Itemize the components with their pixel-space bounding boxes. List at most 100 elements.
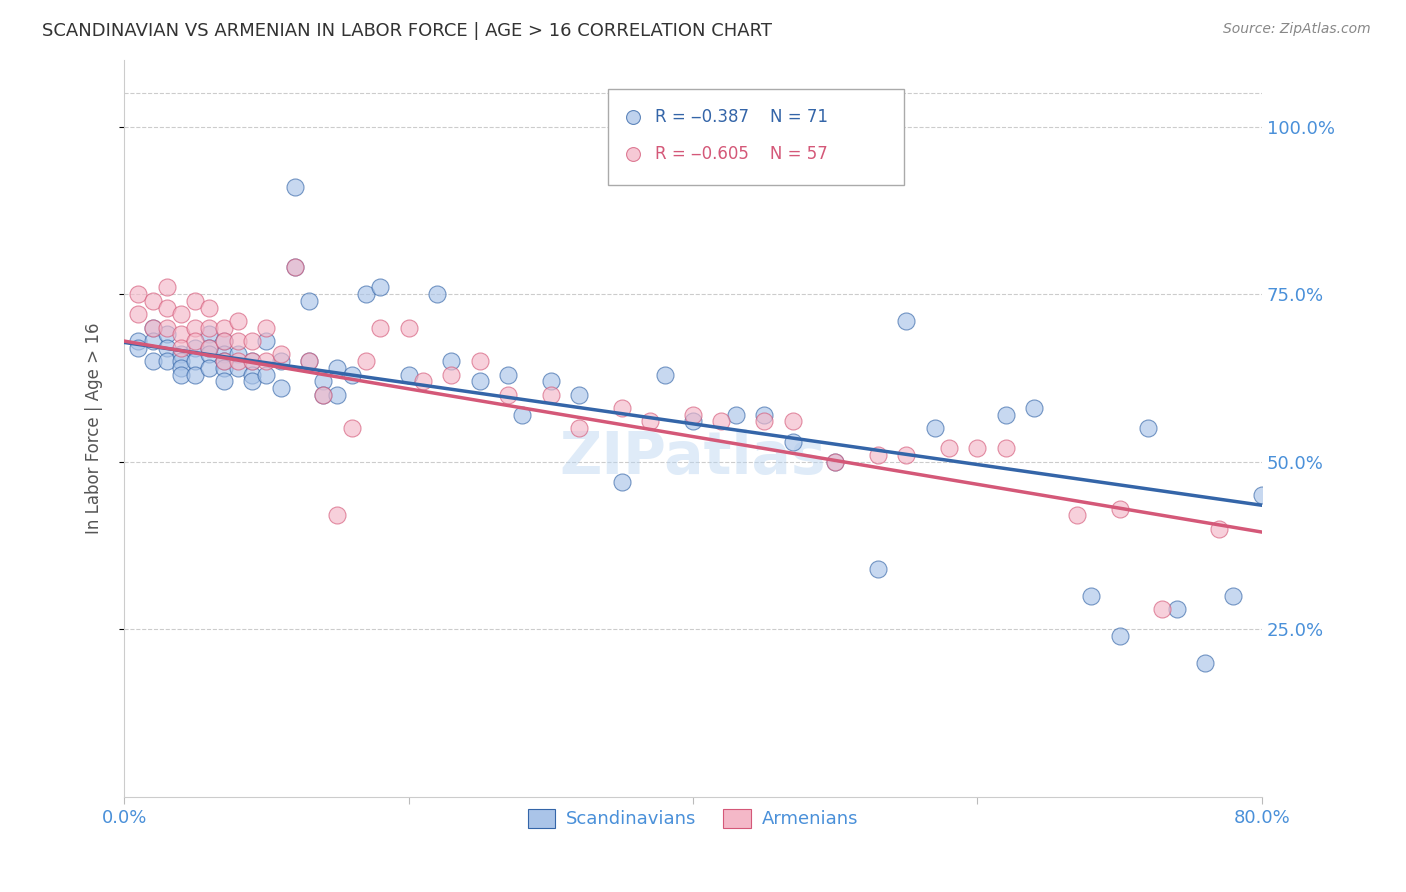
Point bbox=[354, 287, 377, 301]
Point bbox=[198, 341, 221, 355]
Point bbox=[284, 260, 307, 275]
Point bbox=[184, 293, 207, 308]
Point bbox=[398, 320, 420, 334]
Point bbox=[156, 341, 179, 355]
Point bbox=[212, 374, 235, 388]
Point bbox=[368, 280, 391, 294]
Point bbox=[1152, 602, 1174, 616]
Text: Source: ZipAtlas.com: Source: ZipAtlas.com bbox=[1223, 22, 1371, 37]
Point bbox=[938, 442, 960, 456]
Point bbox=[170, 360, 193, 375]
Point bbox=[312, 387, 335, 401]
Point bbox=[127, 287, 149, 301]
Point bbox=[184, 320, 207, 334]
Point bbox=[254, 320, 277, 334]
Point bbox=[468, 354, 491, 368]
Point bbox=[782, 434, 804, 449]
Point bbox=[127, 341, 149, 355]
Legend: Scandinavians, Armenians: Scandinavians, Armenians bbox=[520, 802, 865, 836]
Point bbox=[156, 280, 179, 294]
Point bbox=[724, 408, 747, 422]
Point bbox=[682, 408, 704, 422]
Point bbox=[340, 368, 363, 382]
Point bbox=[170, 341, 193, 355]
Point bbox=[198, 341, 221, 355]
Point bbox=[212, 334, 235, 348]
Point bbox=[198, 327, 221, 342]
Point bbox=[994, 408, 1017, 422]
Point bbox=[212, 347, 235, 361]
Point bbox=[866, 448, 889, 462]
Point bbox=[748, 172, 770, 186]
Point bbox=[142, 293, 165, 308]
Point bbox=[212, 360, 235, 375]
Point bbox=[610, 475, 633, 489]
Point bbox=[240, 354, 263, 368]
Point bbox=[426, 287, 449, 301]
Point bbox=[212, 334, 235, 348]
Point bbox=[326, 508, 349, 523]
Point bbox=[240, 334, 263, 348]
Point bbox=[1166, 602, 1188, 616]
Text: R = ‒0.387    N = 71: R = ‒0.387 N = 71 bbox=[655, 108, 828, 126]
Point bbox=[782, 415, 804, 429]
Point bbox=[156, 301, 179, 315]
Point bbox=[226, 314, 249, 328]
Point bbox=[1137, 421, 1160, 435]
Point bbox=[710, 415, 733, 429]
Point bbox=[298, 354, 321, 368]
Point bbox=[156, 327, 179, 342]
Point bbox=[752, 415, 775, 429]
Point bbox=[1024, 401, 1046, 415]
Point bbox=[270, 354, 292, 368]
Point bbox=[966, 442, 988, 456]
Point bbox=[156, 320, 179, 334]
Point bbox=[212, 354, 235, 368]
Point bbox=[240, 354, 263, 368]
Point bbox=[226, 347, 249, 361]
Point bbox=[198, 320, 221, 334]
Point bbox=[1066, 508, 1088, 523]
Point bbox=[994, 442, 1017, 456]
Point bbox=[866, 562, 889, 576]
Point bbox=[184, 341, 207, 355]
Point bbox=[654, 368, 676, 382]
Point bbox=[240, 374, 263, 388]
Point bbox=[226, 360, 249, 375]
Point bbox=[1251, 488, 1274, 502]
Point bbox=[748, 205, 770, 219]
Point bbox=[212, 320, 235, 334]
Point bbox=[298, 354, 321, 368]
Point bbox=[170, 327, 193, 342]
Point bbox=[170, 368, 193, 382]
Point bbox=[398, 368, 420, 382]
Point bbox=[1108, 501, 1130, 516]
Point bbox=[512, 408, 534, 422]
Text: SCANDINAVIAN VS ARMENIAN IN LABOR FORCE | AGE > 16 CORRELATION CHART: SCANDINAVIAN VS ARMENIAN IN LABOR FORCE … bbox=[42, 22, 772, 40]
Point bbox=[540, 387, 562, 401]
Point bbox=[270, 381, 292, 395]
Point bbox=[1208, 522, 1230, 536]
Point bbox=[142, 320, 165, 334]
Point bbox=[170, 307, 193, 321]
Point bbox=[284, 180, 307, 194]
Point bbox=[254, 368, 277, 382]
Point bbox=[142, 320, 165, 334]
Point bbox=[184, 334, 207, 348]
Point bbox=[270, 347, 292, 361]
Point bbox=[127, 307, 149, 321]
Point bbox=[568, 387, 591, 401]
Point bbox=[226, 334, 249, 348]
Point bbox=[1194, 656, 1216, 670]
Point bbox=[1222, 589, 1244, 603]
Point bbox=[212, 354, 235, 368]
Point bbox=[682, 415, 704, 429]
Point bbox=[1080, 589, 1102, 603]
Point bbox=[184, 354, 207, 368]
Point bbox=[824, 455, 846, 469]
Point bbox=[610, 401, 633, 415]
FancyBboxPatch shape bbox=[607, 89, 904, 185]
Point bbox=[354, 354, 377, 368]
Point bbox=[142, 354, 165, 368]
Point bbox=[198, 347, 221, 361]
